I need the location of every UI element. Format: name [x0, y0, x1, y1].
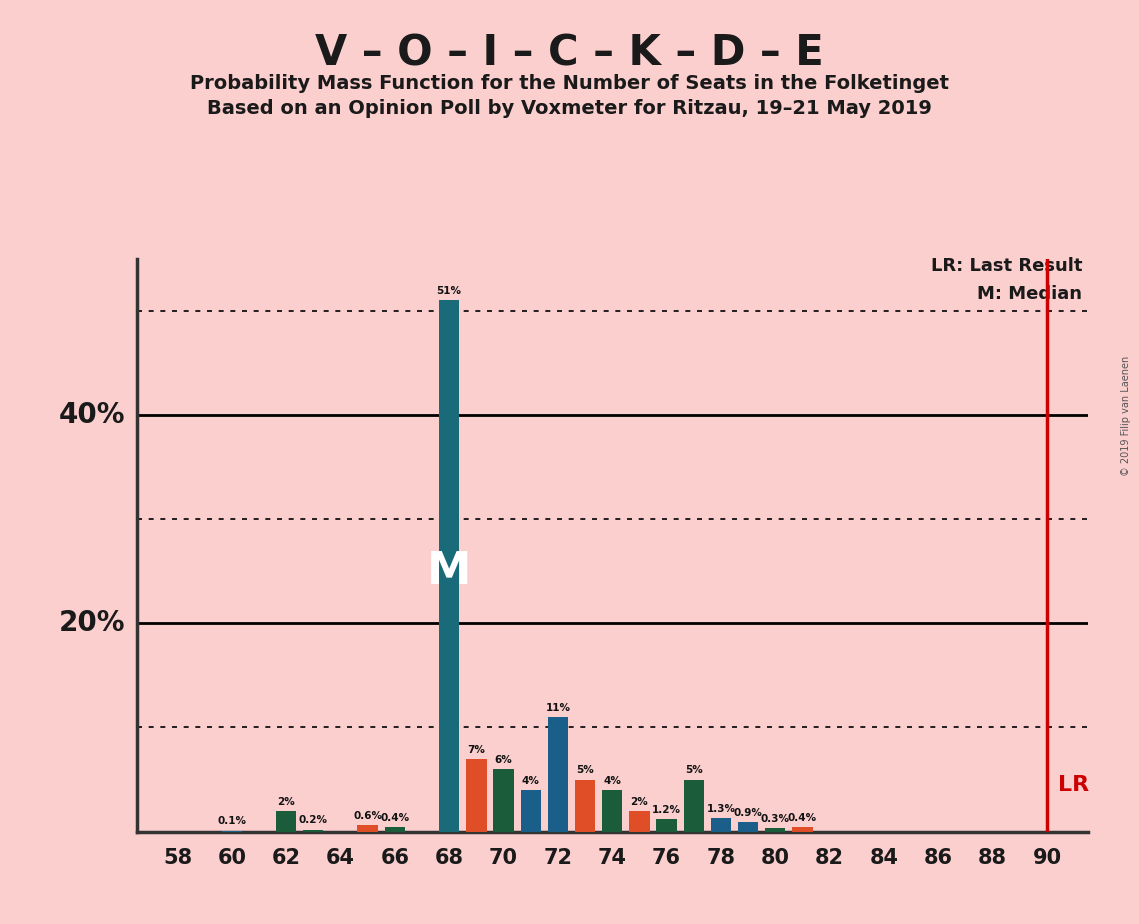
- Bar: [738, 822, 759, 832]
- Text: 2%: 2%: [631, 796, 648, 807]
- Bar: [358, 825, 378, 832]
- Text: 51%: 51%: [436, 286, 461, 297]
- Text: 0.3%: 0.3%: [761, 814, 789, 824]
- Bar: [765, 829, 786, 832]
- Text: M: Median: M: Median: [977, 285, 1082, 303]
- Bar: [793, 827, 812, 832]
- Bar: [521, 790, 541, 832]
- Text: 0.2%: 0.2%: [298, 815, 328, 825]
- Text: Probability Mass Function for the Number of Seats in the Folketinget: Probability Mass Function for the Number…: [190, 74, 949, 93]
- Bar: [683, 780, 704, 832]
- Text: 7%: 7%: [467, 745, 485, 755]
- Text: M: M: [427, 550, 472, 592]
- Text: 1.3%: 1.3%: [706, 804, 736, 814]
- Text: 0.1%: 0.1%: [218, 817, 246, 826]
- Bar: [493, 769, 514, 832]
- Text: V – O – I – C – K – D – E: V – O – I – C – K – D – E: [316, 32, 823, 74]
- Bar: [222, 831, 241, 832]
- Bar: [303, 830, 323, 832]
- Bar: [439, 300, 459, 832]
- Bar: [385, 827, 405, 832]
- Bar: [575, 780, 596, 832]
- Text: 1.2%: 1.2%: [652, 805, 681, 815]
- Text: © 2019 Filip van Laenen: © 2019 Filip van Laenen: [1121, 356, 1131, 476]
- Bar: [656, 819, 677, 832]
- Text: 4%: 4%: [522, 776, 540, 785]
- Bar: [548, 717, 568, 832]
- Text: 6%: 6%: [494, 755, 513, 765]
- Text: 0.9%: 0.9%: [734, 808, 762, 818]
- Text: 5%: 5%: [685, 765, 703, 775]
- Text: 0.4%: 0.4%: [380, 813, 409, 823]
- Text: 0.6%: 0.6%: [353, 811, 383, 821]
- Bar: [629, 810, 649, 832]
- Text: 5%: 5%: [576, 765, 593, 775]
- Bar: [466, 759, 486, 832]
- Text: 40%: 40%: [59, 401, 125, 429]
- Text: 4%: 4%: [604, 776, 621, 785]
- Text: 0.4%: 0.4%: [788, 813, 817, 823]
- Bar: [711, 818, 731, 832]
- Bar: [603, 790, 622, 832]
- Text: 11%: 11%: [546, 703, 571, 712]
- Text: Based on an Opinion Poll by Voxmeter for Ritzau, 19–21 May 2019: Based on an Opinion Poll by Voxmeter for…: [207, 99, 932, 118]
- Text: 20%: 20%: [59, 609, 125, 638]
- Text: LR: LR: [1058, 774, 1089, 795]
- Text: 2%: 2%: [277, 796, 295, 807]
- Text: LR: Last Result: LR: Last Result: [931, 257, 1082, 274]
- Bar: [276, 810, 296, 832]
